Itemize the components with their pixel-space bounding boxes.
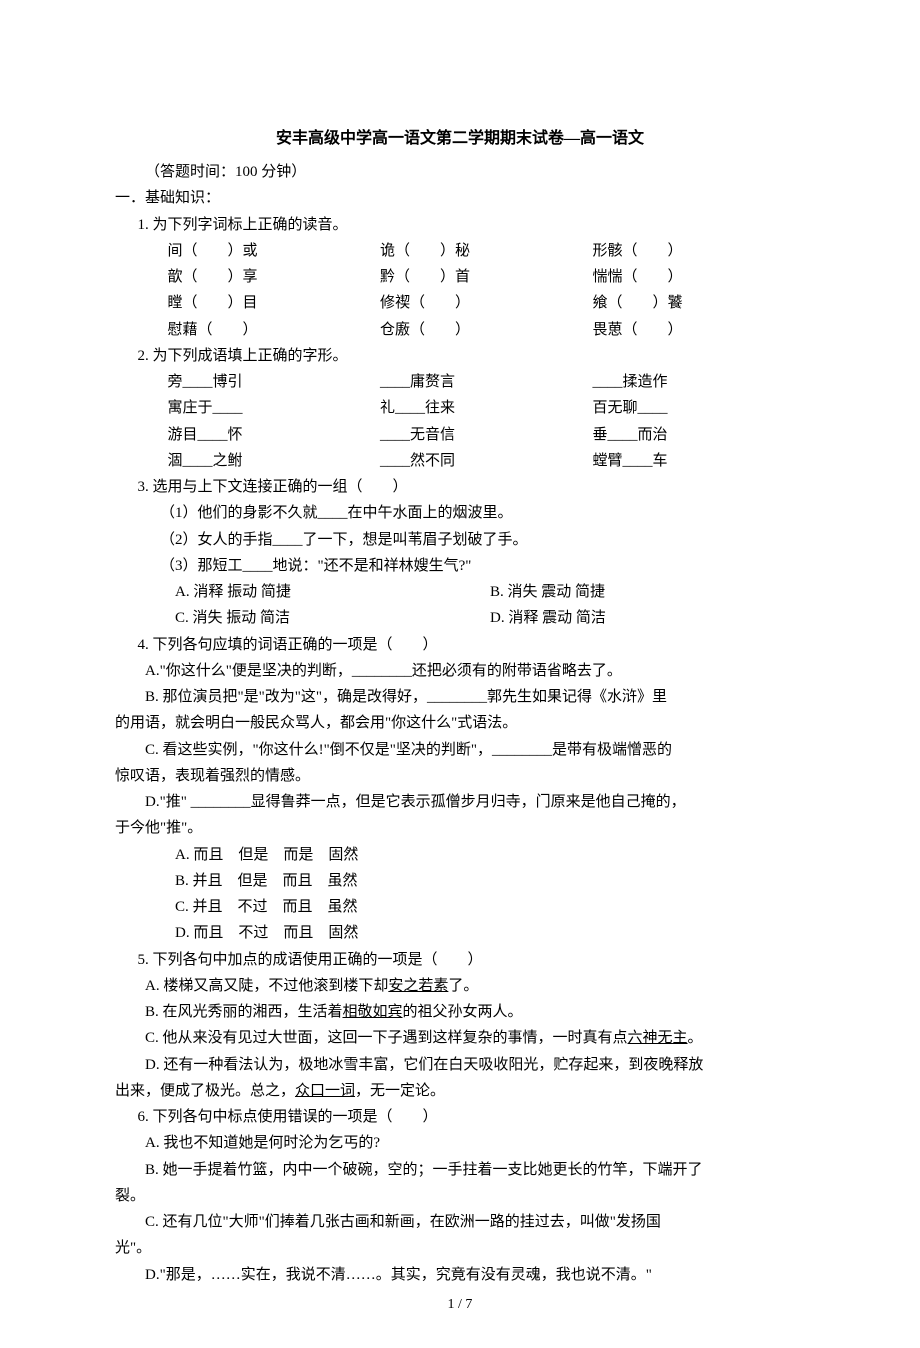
q3-opt-a: A. 消释 振动 简捷 <box>175 579 490 605</box>
q5-a-pre: A. 楼梯又高又陡，不过他滚到楼下却 <box>145 978 388 994</box>
q2-cell: 百无聊____ <box>593 395 806 421</box>
q2-row-1: 旁____博引 ____庸赘言 ____揉造作 <box>115 369 805 395</box>
q1-row-1: 间（ ）或 诡（ ）秘 形骸（ ） <box>115 238 805 264</box>
q1-cell: 修禊（ ） <box>380 290 593 316</box>
exam-page: 安丰高级中学高一语文第二学期期末试卷—高一语文 （答题时间：100 分钟） 一．… <box>0 0 920 1348</box>
q1-row-4: 慰藉（ ） 仓廒（ ） 畏葸（ ） <box>115 317 805 343</box>
q1-cell: 诡（ ）秘 <box>380 238 593 264</box>
page-number: 1 / 7 <box>0 1293 920 1318</box>
q4-d-line2: 于今他"推"。 <box>115 815 805 841</box>
q5-b-underline: 相敬如宾 <box>343 1004 403 1020</box>
q4-stem: 4. 下列各句应填的词语正确的一项是（ ） <box>115 632 805 658</box>
q2-stem: 2. 为下列成语填上正确的字形。 <box>115 343 805 369</box>
q5-b-pre: B. 在风光秀丽的湘西，生活着 <box>145 1004 343 1020</box>
q2-cell: 涸____之鲋 <box>168 448 381 474</box>
exam-title: 安丰高级中学高一语文第二学期期末试卷—高一语文 <box>115 125 805 153</box>
q4-c-line2: 惊叹语，表现着强烈的情感。 <box>115 763 805 789</box>
q2-row-3: 游目____怀 ____无音信 垂____而治 <box>115 422 805 448</box>
q1-cell: 歆（ ）享 <box>168 264 381 290</box>
q1-row-3: 瞠（ ）目 修禊（ ） 飨（ ）饕 <box>115 290 805 316</box>
q5-a: A. 楼梯又高又陡，不过他滚到楼下却安之若素了。 <box>115 973 805 999</box>
q1-cell: 仓廒（ ） <box>380 317 593 343</box>
q6-b-line1: B. 她一手提着竹篮，内中一个破碗，空的；一手拄着一支比她更长的竹竿，下端开了 <box>115 1157 805 1183</box>
q1-row-2: 歆（ ）享 黔（ ）首 惴惴（ ） <box>115 264 805 290</box>
q4-opt-a: A. 而且 但是 而是 固然 <box>115 842 805 868</box>
time-note: （答题时间：100 分钟） <box>115 159 805 185</box>
q3-sub-2: （2）女人的手指____了一下，想是叫苇眉子划破了手。 <box>115 527 805 553</box>
q2-row-2: 寓庄于____ 礼____往来 百无聊____ <box>115 395 805 421</box>
q1-cell: 畏葸（ ） <box>593 317 806 343</box>
q1-cell: 黔（ ）首 <box>380 264 593 290</box>
q2-cell: ____揉造作 <box>593 369 806 395</box>
q2-cell: 垂____而治 <box>593 422 806 448</box>
q1-cell: 飨（ ）饕 <box>593 290 806 316</box>
q1-cell: 瞠（ ）目 <box>168 290 381 316</box>
q1-cell: 间（ ）或 <box>168 238 381 264</box>
q4-a: A."你这什么"便是坚决的判断，________还把必须有的附带语省略去了。 <box>115 658 805 684</box>
q5-stem: 5. 下列各句中加点的成语使用正确的一项是（ ） <box>115 947 805 973</box>
q5-d2-underline: 众口一词 <box>295 1083 355 1099</box>
q4-d-line1: D."推" ________显得鲁莽一点，但是它表示孤僧步月归寺，门原来是他自己… <box>115 789 805 815</box>
q5-b: B. 在风光秀丽的湘西，生活着相敬如宾的祖父孙女两人。 <box>115 999 805 1025</box>
q2-cell: 旁____博引 <box>168 369 381 395</box>
q5-c-post: 。 <box>688 1030 703 1046</box>
q4-b-line1: B. 那位演员把"是"改为"这"，确是改得好，________郭先生如果记得《水… <box>115 684 805 710</box>
q5-b-post: 的祖父孙女两人。 <box>403 1004 523 1020</box>
q3-sub-3: （3）那短工____地说："还不是和祥林嫂生气?" <box>115 553 805 579</box>
q6-b-line2: 裂。 <box>115 1183 805 1209</box>
q4-b-line2: 的用语，就会明白一般民众骂人，都会用"你这什么"式语法。 <box>115 710 805 736</box>
q5-d-line1: D. 还有一种看法认为，极地冰雪丰富，它们在白天吸收阳光，贮存起来，到夜晚释放 <box>115 1052 805 1078</box>
q6-d: D."那是，……实在，我说不清……。其实，究竟有没有灵魂，我也说不清。" <box>115 1262 805 1288</box>
q5-a-underline: 安之若素 <box>388 978 448 994</box>
q1-cell: 慰藉（ ） <box>168 317 381 343</box>
q4-opt-d: D. 而且 不过 而且 固然 <box>115 920 805 946</box>
q3-opts-row-1: A. 消释 振动 简捷 B. 消失 震动 简捷 <box>115 579 805 605</box>
q3-opt-c: C. 消失 振动 简洁 <box>175 605 490 631</box>
q1-stem: 1. 为下列字词标上正确的读音。 <box>115 212 805 238</box>
q2-row-4: 涸____之鲋 ____然不同 螳臂____车 <box>115 448 805 474</box>
q5-a-post: 了。 <box>448 978 478 994</box>
q2-cell: 寓庄于____ <box>168 395 381 421</box>
q3-opt-d: D. 消释 震动 简洁 <box>490 605 805 631</box>
q6-c-line1: C. 还有几位"大师"们捧着几张古画和新画，在欧洲一路的挂过去，叫做"发扬国 <box>115 1209 805 1235</box>
q5-d2-post: ，无一定论。 <box>355 1083 445 1099</box>
q6-stem: 6. 下列各句中标点使用错误的一项是（ ） <box>115 1104 805 1130</box>
section-1-heading: 一．基础知识： <box>115 185 805 211</box>
q4-c-line1: C. 看这些实例，"你这什么!"倒不仅是"坚决的判断"，________是带有极… <box>115 737 805 763</box>
q5-c-pre: C. 他从来没有见过大世面，这回一下子遇到这样复杂的事情，一时真有点 <box>145 1030 628 1046</box>
q3-opts-row-2: C. 消失 振动 简洁 D. 消释 震动 简洁 <box>115 605 805 631</box>
q6-c-line2: 光"。 <box>115 1235 805 1261</box>
q2-cell: ____然不同 <box>380 448 593 474</box>
q5-c: C. 他从来没有见过大世面，这回一下子遇到这样复杂的事情，一时真有点六神无主。 <box>115 1025 805 1051</box>
q4-opt-b: B. 并且 但是 而且 虽然 <box>115 868 805 894</box>
q3-sub-1: （1）他们的身影不久就____在中午水面上的烟波里。 <box>115 500 805 526</box>
q2-cell: 螳臂____车 <box>593 448 806 474</box>
q2-cell: 礼____往来 <box>380 395 593 421</box>
q5-d-line2: 出来，便成了极光。总之，众口一词，无一定论。 <box>115 1078 805 1104</box>
q3-stem: 3. 选用与上下文连接正确的一组（ ） <box>115 474 805 500</box>
q4-opt-c: C. 并且 不过 而且 虽然 <box>115 894 805 920</box>
q3-opt-b: B. 消失 震动 简捷 <box>490 579 805 605</box>
q2-cell: ____庸赘言 <box>380 369 593 395</box>
q5-c-underline: 六神无主 <box>628 1030 688 1046</box>
q1-cell: 形骸（ ） <box>593 238 806 264</box>
q1-cell: 惴惴（ ） <box>593 264 806 290</box>
q2-cell: ____无音信 <box>380 422 593 448</box>
q2-cell: 游目____怀 <box>168 422 381 448</box>
q5-d2-pre: 出来，便成了极光。总之， <box>115 1083 295 1099</box>
q6-a: A. 我也不知道她是何时沦为乞丐的? <box>115 1130 805 1156</box>
